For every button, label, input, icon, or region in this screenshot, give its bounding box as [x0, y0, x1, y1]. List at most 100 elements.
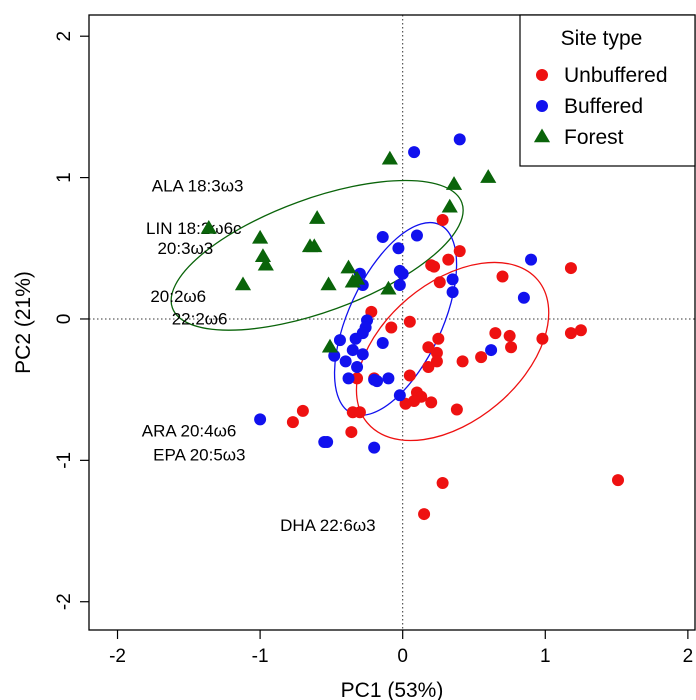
- unbuffered-point: [430, 346, 443, 359]
- forest-point: [321, 338, 339, 353]
- plot-frame: [88, 14, 696, 631]
- buffered-point: [349, 332, 362, 345]
- unbuffered-point: [422, 361, 435, 374]
- unbuffered-point: [433, 276, 446, 289]
- legend-label-forest: Forest: [564, 126, 624, 149]
- unbuffered-point: [564, 327, 577, 340]
- x-tick-label: -2: [109, 646, 126, 667]
- loading-label: 22:2ω6: [172, 310, 228, 329]
- legend-label-unbuffered: Unbuffered: [564, 64, 668, 87]
- forest-point: [252, 229, 269, 244]
- unbuffered-point: [430, 355, 443, 368]
- x-tick-label: -1: [252, 646, 269, 667]
- y-tick-label: -1: [54, 452, 75, 469]
- unbuffered-point: [351, 372, 364, 385]
- unbuffered-point: [450, 403, 463, 416]
- buffered-point: [393, 389, 406, 402]
- unbuffered-point: [432, 332, 445, 345]
- y-tick-label: 2: [54, 31, 75, 42]
- buffered-point: [382, 372, 395, 385]
- buffered-point: [410, 229, 423, 242]
- y-axis-label: PC2 (21%): [12, 271, 35, 374]
- loading-label: 20:2ω6: [150, 287, 206, 306]
- buffered-point: [446, 286, 459, 299]
- unbuffered-point: [436, 214, 449, 226]
- forest-point: [320, 276, 337, 291]
- forest-point: [480, 169, 497, 183]
- forest-point: [348, 270, 366, 285]
- ellipse-forest: [170, 179, 464, 331]
- forest-point: [380, 280, 397, 295]
- buffered-point: [371, 375, 384, 388]
- buffered-point: [254, 413, 267, 426]
- unbuffered-point: [436, 476, 449, 489]
- forest-point: [309, 210, 326, 224]
- axes: -2 -1 0 1 2 -2 -1 0 1 2: [54, 31, 693, 667]
- buffered-point: [376, 337, 389, 349]
- unbuffered-point: [475, 351, 488, 364]
- buffered-point: [346, 344, 359, 357]
- unbuffered-point: [425, 396, 438, 409]
- buffered-point: [525, 253, 538, 266]
- forest-point: [257, 256, 274, 271]
- unbuffered-point: [574, 324, 587, 337]
- forest-point: [381, 150, 398, 165]
- forest-point: [445, 176, 463, 190]
- forest-point: [200, 219, 217, 234]
- unbuffered-point: [536, 332, 549, 345]
- unbuffered-point: [496, 270, 509, 283]
- loading-label: EPA 20:5ω3: [153, 445, 245, 464]
- buffered-point: [446, 273, 459, 286]
- buffered-point: [453, 133, 466, 146]
- buffered-point: [368, 441, 381, 454]
- forest-point: [340, 259, 357, 274]
- y-tick-label: 0: [54, 314, 75, 325]
- unbuffered-point: [353, 406, 366, 419]
- unbuffered-point: [503, 329, 516, 342]
- unbuffered-point: [456, 355, 469, 368]
- forest-point: [301, 238, 319, 253]
- series-unbuffered: [286, 214, 625, 521]
- unbuffered-point: [453, 245, 466, 258]
- unbuffered-point: [345, 426, 358, 439]
- loading-label: ALA 18:3ω3: [152, 177, 244, 196]
- loading-label: ARA 20:4ω6: [142, 421, 237, 440]
- x-tick-label: 0: [397, 646, 408, 667]
- forest-point: [234, 276, 252, 291]
- buffered-point: [328, 349, 341, 362]
- y-tick-label: 1: [54, 172, 75, 183]
- series-forest: [200, 150, 497, 353]
- legend-label-buffered: Buffered: [564, 95, 643, 118]
- legend-marker-forest: [533, 128, 551, 143]
- buffered-point: [339, 355, 352, 368]
- unbuffered-point: [418, 508, 431, 521]
- buffered-point: [351, 361, 364, 374]
- loading-label: 20:3ω3: [157, 239, 213, 258]
- buffered-point: [342, 372, 355, 385]
- legend: Site type Unbuffered Buffered Forest: [519, 14, 696, 167]
- buffered-point: [392, 242, 405, 255]
- legend-marker-unbuffered: [536, 69, 548, 81]
- unbuffered-point: [505, 341, 518, 354]
- loading-label: DHA 22:6ω3: [280, 516, 376, 535]
- buffered-point: [485, 344, 498, 357]
- unbuffered-point: [612, 474, 625, 487]
- buffered-point: [333, 334, 346, 347]
- loading-label: LIN 18:2ω6c: [146, 219, 242, 238]
- unbuffered-point: [296, 404, 309, 417]
- buffered-point: [321, 435, 334, 448]
- buffered-point: [517, 291, 530, 304]
- ellipse-unbuffered: [355, 261, 550, 442]
- buffered-point: [408, 146, 421, 159]
- buffered-point: [356, 348, 369, 361]
- unbuffered-point: [403, 315, 416, 328]
- buffered-point: [376, 230, 389, 243]
- legend-title: Site type: [561, 27, 643, 50]
- unbuffered-point: [403, 369, 416, 382]
- buffered-point: [393, 279, 406, 292]
- forest-point: [254, 248, 272, 263]
- unbuffered-point: [422, 341, 435, 354]
- legend-marker-buffered: [536, 100, 548, 112]
